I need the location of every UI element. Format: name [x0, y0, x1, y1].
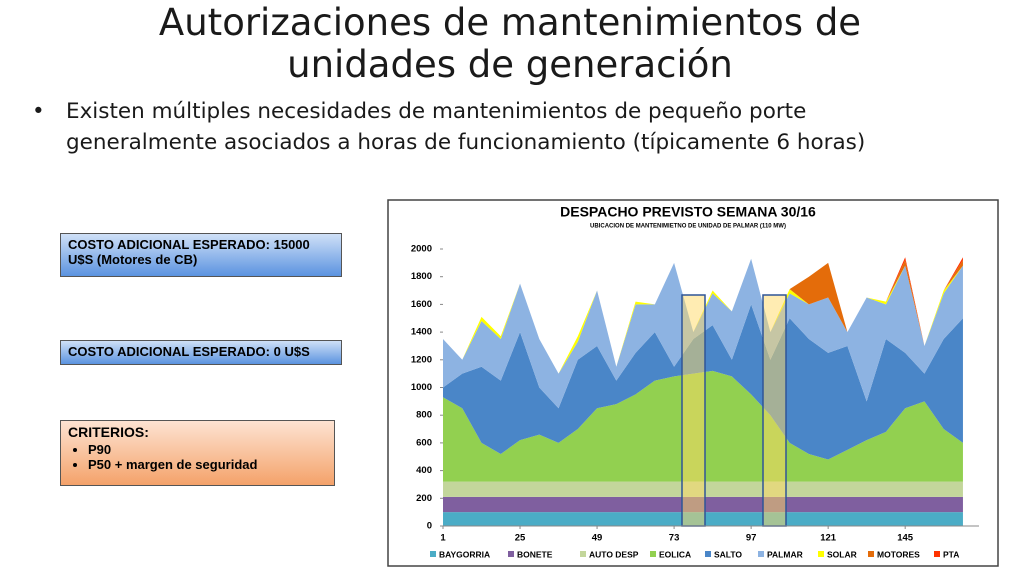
criteria-list: P90 P50 + margen de seguridad [68, 442, 327, 472]
y-tick-label: 800 [416, 410, 432, 421]
area [443, 304, 963, 460]
legend-label: SOLAR [827, 549, 857, 559]
area [443, 258, 963, 409]
x-tick-label: 25 [515, 533, 526, 544]
legend-label: BONETE [517, 549, 553, 559]
chart-subtitle: UBICACION DE MANTENIMIETNO DE UNIDAD DE … [590, 224, 786, 230]
x-tick-label: 145 [897, 533, 914, 544]
cost-box: COSTO ADICIONAL ESPERADO: 15000 U$S (Mot… [60, 233, 342, 277]
legend-label: PTA [943, 549, 959, 559]
x-tick-label: 1 [440, 533, 446, 544]
legend-label: EOLICA [659, 549, 691, 559]
y-tick-label: 200 [416, 493, 432, 504]
bullet: Existen múltiples necesidades de manteni… [32, 96, 932, 158]
legend-swatch [868, 551, 874, 557]
legend-label: AUTO DESP [589, 549, 639, 559]
y-tick-label: 400 [416, 465, 432, 476]
chart-title: DESPACHO PREVISTO SEMANA 30/16 [560, 204, 816, 220]
maintenance-window [681, 294, 706, 527]
legend-swatch [934, 551, 940, 557]
cost-box: COSTO ADICIONAL ESPERADO: 0 U$S [60, 340, 342, 365]
legend-swatch [705, 551, 711, 557]
y-tick-label: 2000 [411, 244, 432, 255]
y-tick-label: 1200 [411, 354, 432, 365]
criteria-box: CRITERIOS: P90 P50 + margen de seguridad [60, 420, 335, 486]
y-tick-label: 1600 [411, 299, 432, 310]
x-tick-label: 49 [592, 533, 603, 544]
y-tick-label: 1000 [411, 382, 432, 393]
legend-swatch [650, 551, 656, 557]
y-tick-label: 1400 [411, 327, 432, 338]
x-tick-label: 73 [669, 533, 680, 544]
legend-label: MOTORES [877, 549, 920, 559]
area [443, 258, 963, 374]
criteria-item: P90 [88, 442, 327, 457]
legend-label: BAYGORRIA [439, 549, 490, 559]
legend-swatch [818, 551, 824, 557]
y-tick-label: 600 [416, 437, 432, 448]
slide-title: Autorizaciones de mantenimientos de unid… [158, 1, 862, 86]
y-tick-label: 0 [427, 521, 432, 532]
y-tick-label: 1800 [411, 271, 432, 282]
maintenance-window [762, 294, 787, 527]
x-tick-label: 121 [820, 533, 837, 544]
x-tick-label: 97 [746, 533, 757, 544]
legend-swatch [580, 551, 586, 557]
criteria-item: P50 + margen de seguridad [88, 457, 327, 472]
legend-swatch [508, 551, 514, 557]
criteria-title: CRITERIOS: [68, 424, 149, 440]
legend-label: PALMAR [767, 549, 803, 559]
legend-swatch [758, 551, 764, 557]
legend-swatch [430, 551, 436, 557]
legend-label: SALTO [714, 549, 742, 559]
